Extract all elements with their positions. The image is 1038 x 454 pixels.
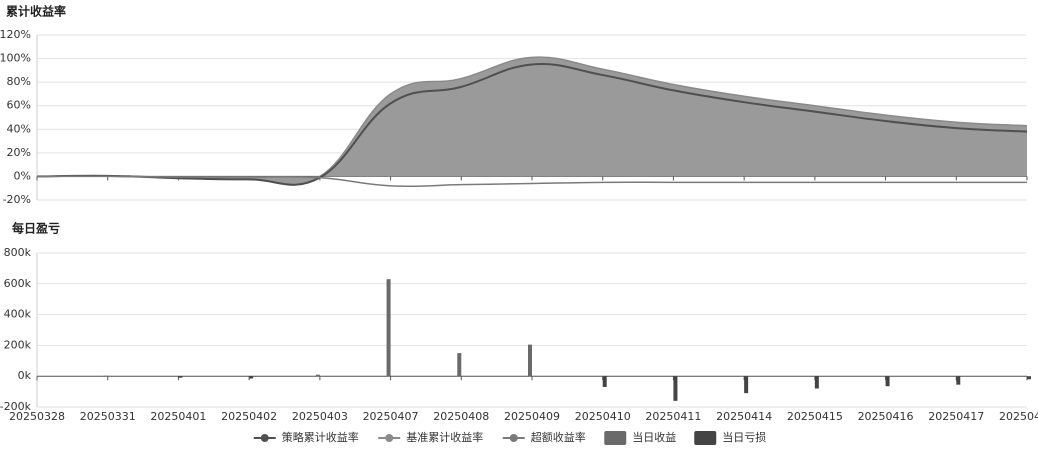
- x-tick-label: 20250402: [221, 410, 277, 423]
- chart-title: 每日盈亏: [12, 221, 60, 236]
- x-tick-label: 20250403: [292, 410, 348, 423]
- legend-item: 当日亏损: [694, 430, 766, 445]
- chart-title: 累计收益率: [6, 4, 66, 19]
- bar: [178, 376, 183, 378]
- y-tick-label: 0k: [18, 369, 32, 382]
- y-tick-label: -20%: [3, 193, 31, 206]
- legend-item: 超额收益率: [502, 430, 586, 444]
- bar: [249, 376, 254, 379]
- x-tick-label: 20250418: [999, 410, 1038, 423]
- bar: [673, 376, 678, 401]
- legend-symbol: [385, 434, 394, 442]
- y-tick-label: 100%: [0, 52, 31, 65]
- bar: [1027, 376, 1031, 380]
- x-tick-label: 20250415: [787, 410, 843, 423]
- x-tick-label: 20250417: [928, 410, 984, 423]
- legend-label: 当日收益: [632, 430, 676, 444]
- area: [37, 57, 1027, 185]
- x-tick-label: 20250410: [575, 410, 631, 423]
- y-tick-label: 800k: [4, 246, 32, 259]
- bar: [602, 376, 607, 387]
- legend-item: 当日收益: [604, 430, 676, 445]
- bar: [814, 376, 819, 389]
- y-tick-label: 60%: [7, 99, 31, 112]
- bar: [315, 374, 320, 377]
- legend-item: 基准累计收益率: [378, 430, 483, 444]
- x-tick-label: 20250328: [9, 410, 65, 423]
- bar: [386, 279, 391, 377]
- x-tick-label: 20250411: [645, 410, 701, 423]
- x-tick-label: 20250408: [433, 410, 489, 423]
- legend-label: 超额收益率: [531, 430, 586, 444]
- bar: [956, 376, 961, 385]
- legend-symbol: [694, 431, 717, 445]
- x-tick-label: 20250401: [150, 410, 206, 423]
- y-tick-label: 200k: [4, 338, 32, 351]
- legend-label: 当日亏损: [722, 430, 766, 444]
- line: [36, 63, 1028, 186]
- y-tick-label: 80%: [7, 75, 31, 88]
- x-tick-label: 20250331: [80, 410, 136, 423]
- y-tick-label: 40%: [7, 122, 31, 135]
- legend-label: 策略累计收益率: [282, 430, 359, 444]
- legend-symbol: [509, 434, 518, 442]
- y-tick-label: 20%: [7, 146, 31, 159]
- legend-symbol: [604, 431, 627, 445]
- y-tick-label: 120%: [0, 28, 31, 41]
- y-tick-label: 400k: [4, 308, 32, 321]
- x-tick-label: 20250409: [504, 410, 560, 423]
- y-tick-label: -200k: [0, 400, 32, 413]
- bar: [744, 376, 749, 394]
- x-tick-label: 20250407: [363, 410, 419, 423]
- bar: [528, 344, 532, 377]
- bar: [457, 353, 462, 377]
- legend-symbol: [260, 434, 269, 442]
- y-tick-label: 0%: [14, 169, 31, 182]
- x-tick-label: 20250414: [716, 410, 772, 423]
- bar: [885, 376, 890, 387]
- legend-label: 基准累计收益率: [406, 430, 483, 444]
- y-tick-label: 600k: [4, 277, 32, 290]
- line: [36, 175, 1027, 188]
- legend-item: 策略累计收益率: [253, 430, 359, 444]
- x-tick-label: 20250416: [858, 410, 914, 423]
